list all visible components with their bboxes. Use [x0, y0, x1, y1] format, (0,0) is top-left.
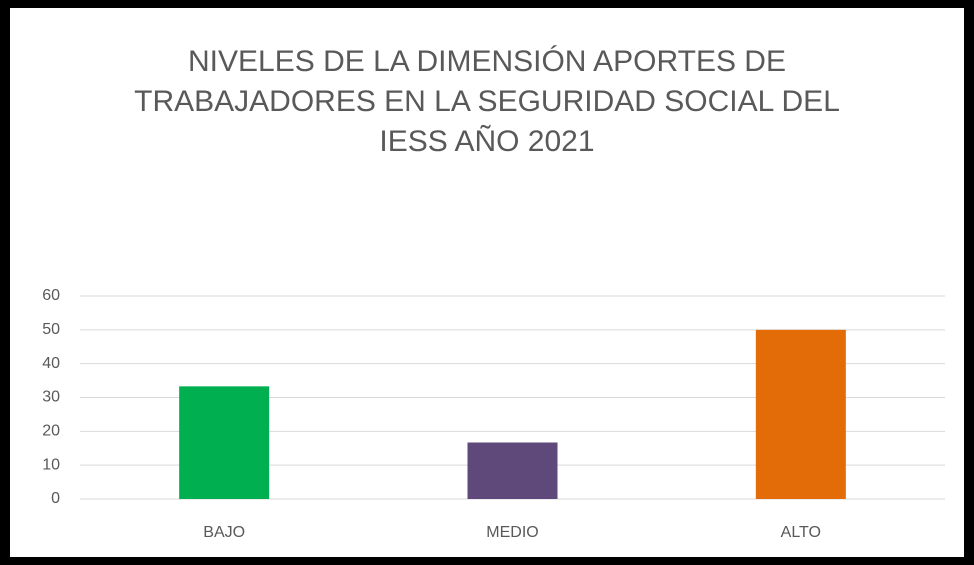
y-tick-label: 20 — [42, 423, 60, 440]
x-tick-label: ALTO — [781, 524, 821, 541]
x-tick-label: MEDIO — [486, 524, 538, 541]
y-tick-label: 60 — [42, 287, 60, 304]
bar — [755, 329, 846, 499]
chart-title: NIVELES DE LA DIMENSIÓN APORTES DE TRABA… — [134, 45, 840, 158]
y-tick-label: 40 — [42, 355, 60, 372]
y-tick-label: 0 — [51, 490, 60, 507]
bar — [467, 442, 558, 499]
bar — [179, 386, 270, 499]
y-tick-label: 50 — [42, 321, 60, 338]
y-tick-label: 10 — [42, 456, 60, 473]
y-tick-label: 30 — [42, 389, 60, 406]
x-tick-label: BAJO — [203, 524, 245, 541]
